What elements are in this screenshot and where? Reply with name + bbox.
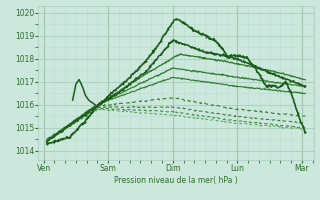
X-axis label: Pression niveau de la mer( hPa ): Pression niveau de la mer( hPa ) [114,176,238,185]
